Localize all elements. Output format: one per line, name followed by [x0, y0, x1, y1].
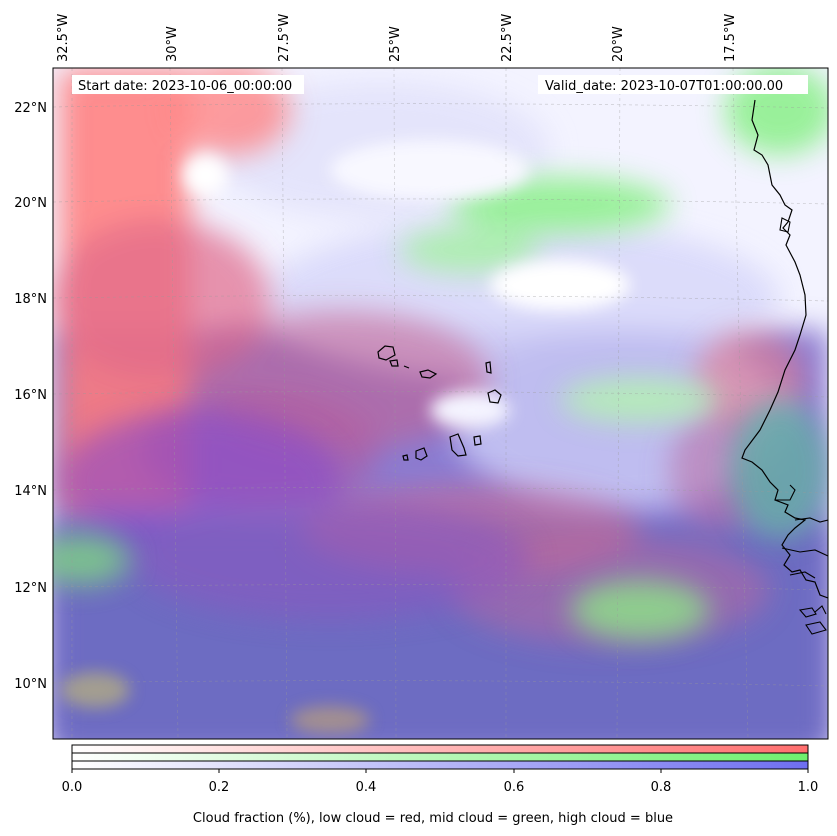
lon-label: 20°W — [611, 26, 626, 62]
lon-label: 30°W — [165, 26, 180, 62]
cloud-field — [53, 68, 828, 739]
cape-verde-islands — [377, 345, 502, 461]
colorbar-tick-label: 0.4 — [356, 780, 377, 795]
colorbar-mid-cloud — [72, 753, 808, 761]
map-frame — [52, 67, 829, 740]
colorbar-frame — [71, 744, 809, 770]
lat-label: 10°N — [14, 677, 47, 692]
lat-label: 18°N — [14, 292, 47, 307]
lon-label: 25°W — [388, 26, 403, 62]
map-panel: Start date: 2023-10-06_00:00:00 Valid_da… — [14, 14, 829, 740]
lat-label: 16°N — [14, 388, 47, 403]
colorbar-tick-label: 0.6 — [504, 780, 525, 795]
lon-label: 22.5°W — [500, 14, 515, 62]
colorbar-tick-label: 1.0 — [798, 780, 819, 795]
lat-label: 14°N — [14, 484, 47, 499]
lat-label: 20°N — [14, 196, 47, 211]
colorbar-low-cloud — [72, 745, 808, 753]
colorbar: 0.0 0.2 0.4 0.6 0.8 1.0 Cloud fraction (… — [62, 744, 819, 826]
lon-label: 17.5°W — [723, 14, 738, 62]
graticule — [53, 68, 828, 739]
longitude-labels: 32.5°W 30°W 27.5°W 25°W 22.5°W 20°W 17.5… — [56, 14, 738, 62]
lon-label: 27.5°W — [277, 14, 292, 62]
colorbar-high-cloud — [72, 761, 808, 769]
lat-label: 22°N — [14, 101, 47, 116]
colorbar-tick-labels: 0.0 0.2 0.4 0.6 0.8 1.0 — [62, 780, 819, 795]
start-date-box — [72, 75, 304, 94]
valid-date-label: Valid_date: 2023-10-07T01:00:00.00 — [545, 79, 783, 94]
colorbar-ticks — [71, 769, 809, 773]
lat-label: 12°N — [14, 581, 47, 596]
colorbar-label: Cloud fraction (%), low cloud = red, mid… — [193, 811, 673, 826]
colorbar-tick-label: 0.0 — [62, 780, 83, 795]
colorbar-tick-label: 0.8 — [651, 780, 672, 795]
lon-label: 32.5°W — [56, 14, 71, 62]
valid-date-box — [538, 75, 808, 94]
latitude-labels: 22°N 20°N 18°N 16°N 14°N 12°N 10°N — [14, 101, 47, 692]
start-date-label: Start date: 2023-10-06_00:00:00 — [78, 79, 292, 94]
africa-coastline — [741, 99, 828, 599]
colorbar-tick-label: 0.2 — [209, 780, 230, 795]
